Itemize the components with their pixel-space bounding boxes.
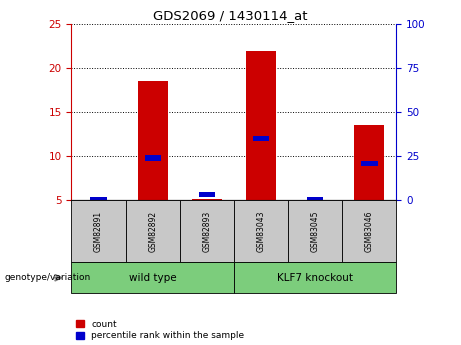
Bar: [246, 51, 276, 200]
Bar: [125, 200, 180, 262]
Bar: [138, 81, 168, 200]
Bar: [342, 200, 396, 262]
Bar: [144, 155, 161, 160]
Bar: [180, 200, 234, 262]
Bar: [355, 125, 384, 200]
Text: GSM83045: GSM83045: [311, 210, 320, 252]
Text: GSM82893: GSM82893: [202, 210, 212, 252]
Text: GSM82892: GSM82892: [148, 210, 157, 252]
Text: KLF7 knockout: KLF7 knockout: [277, 273, 353, 283]
Bar: [199, 192, 215, 197]
Text: wild type: wild type: [129, 273, 177, 283]
Bar: [307, 197, 324, 203]
Bar: [288, 200, 342, 262]
Text: GSM82891: GSM82891: [94, 210, 103, 252]
Bar: [90, 197, 107, 203]
Text: GDS2069 / 1430114_at: GDS2069 / 1430114_at: [153, 9, 308, 22]
Bar: [192, 199, 222, 200]
Bar: [253, 136, 269, 141]
Bar: [234, 262, 396, 293]
Bar: [234, 200, 288, 262]
Bar: [71, 200, 125, 262]
Text: GSM83043: GSM83043: [256, 210, 266, 252]
Text: GSM83046: GSM83046: [365, 210, 374, 252]
Legend: count, percentile rank within the sample: count, percentile rank within the sample: [76, 320, 244, 341]
Text: genotype/variation: genotype/variation: [5, 273, 91, 282]
Bar: [71, 262, 234, 293]
Bar: [361, 160, 378, 166]
